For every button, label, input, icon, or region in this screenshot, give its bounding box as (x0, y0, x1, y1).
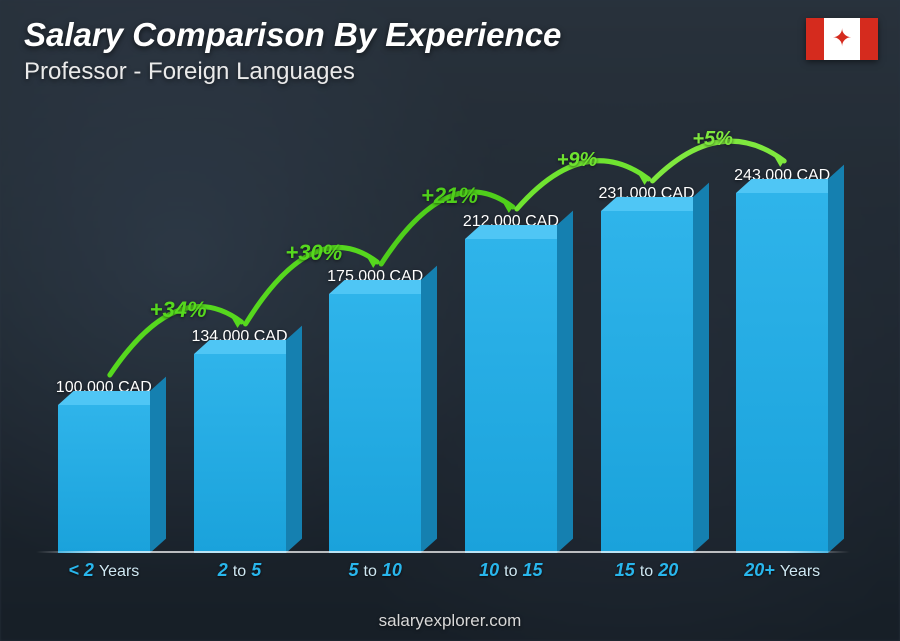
country-flag-canada: ✦ (806, 18, 878, 60)
maple-leaf-icon: ✦ (832, 27, 852, 51)
growth-label-0: +34% (150, 297, 207, 323)
growth-label-1: +30% (285, 240, 342, 266)
growth-label-3: +9% (557, 149, 598, 172)
chart-subtitle: Professor - Foreign Languages (24, 58, 355, 86)
growth-label-2: +21% (421, 183, 478, 209)
bar-chart: 100,000 CAD 134,000 CAD 175,000 CAD 212,… (36, 100, 850, 581)
chart-title: Salary Comparison By Experience (24, 16, 561, 54)
growth-arcs (36, 100, 850, 581)
footer-source: salaryexplorer.com (0, 611, 900, 631)
growth-label-4: +5% (692, 128, 733, 151)
